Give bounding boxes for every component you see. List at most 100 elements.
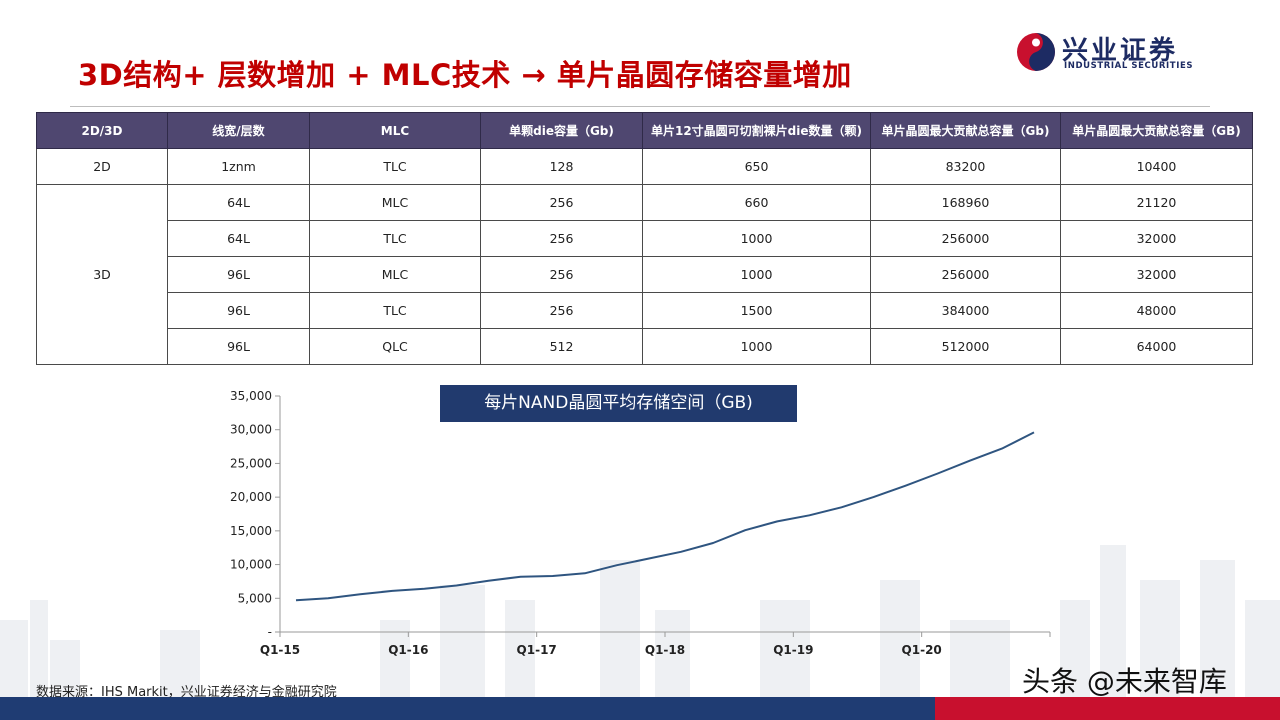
data-point	[969, 460, 971, 462]
table-cell: 48000	[1060, 292, 1253, 329]
storage-line-chart: - 5,000 10,000 15,000 20,000 25,000 30,000 35,0…	[230, 389, 1051, 657]
data-point	[840, 506, 842, 508]
table-row: 96L QLC 512 1000 512000 64000	[37, 328, 1253, 365]
data-point	[359, 593, 361, 595]
table-cell: 1000	[642, 328, 871, 365]
table-row: 3D 64L MLC 256 660 168960 21120	[36, 184, 1253, 365]
table-cell: 1000	[642, 220, 871, 257]
logo-english: INDUSTRIAL SECURITIES	[1064, 61, 1194, 71]
data-point	[680, 551, 682, 553]
table-cell: 32000	[1060, 256, 1253, 293]
table-cell: 1znm	[167, 148, 310, 185]
chart-title: 每片NAND晶圆平均存储空间（GB)	[440, 385, 797, 422]
table-cell: 64000	[1060, 328, 1253, 365]
y-tick-label: -	[268, 625, 272, 639]
data-point	[808, 514, 810, 516]
y-tick-label: 35,000	[230, 389, 272, 403]
y-tick-label: 20,000	[230, 490, 272, 504]
x-tick-label: Q1-15	[260, 643, 300, 657]
table-cell: 256	[480, 220, 643, 257]
table-cell: 32000	[1060, 220, 1253, 257]
data-source-note: 数据来源：IHS Markit，兴业证券经济与金融研究院	[36, 685, 337, 700]
y-tick-label: 5,000	[238, 591, 272, 605]
y-tick-label: 15,000	[230, 524, 272, 538]
table-cell: 21120	[1060, 184, 1253, 221]
table-row: 96L MLC 256 1000 256000 32000	[37, 256, 1253, 293]
nand-spec-table: 2D/3D 线宽/层数 MLC 单颗die容量（Gb) 单片12寸晶圆可切割裸片…	[36, 112, 1253, 365]
table-cell: 256000	[870, 256, 1061, 293]
x-tick-label: Q1-20	[902, 643, 942, 657]
table-cell-group: 3D	[36, 184, 168, 365]
table-cell: MLC	[309, 256, 481, 293]
y-tick-label: 30,000	[230, 423, 272, 437]
table-cell: 1000	[642, 256, 871, 293]
data-point	[937, 473, 939, 475]
table-cell: TLC	[309, 292, 481, 329]
table-cell: 96L	[167, 256, 310, 293]
data-point	[648, 558, 650, 560]
table-cell: 384000	[870, 292, 1061, 329]
footer-bar-red	[935, 697, 1280, 720]
table-cell: 256	[480, 184, 643, 221]
page-title: 3D结构+ 层数增加 + MLC技术 → 单片晶圆存储容量增加	[78, 58, 852, 92]
x-tick-label: Q1-16	[388, 643, 428, 657]
data-point	[776, 520, 778, 522]
table-cell: 2D	[36, 148, 168, 185]
table-cell: 1500	[642, 292, 871, 329]
data-point	[584, 572, 586, 574]
table-row: 2D 1znm TLC 128 650 83200 10400	[36, 148, 1253, 185]
table-cell: 256	[480, 292, 643, 329]
title-divider	[70, 106, 1210, 107]
data-point	[1033, 431, 1035, 433]
data-point	[423, 588, 425, 590]
data-point	[744, 529, 746, 531]
col-header: 2D/3D	[36, 112, 168, 149]
table-cell: 64L	[167, 184, 310, 221]
table-cell: 64L	[167, 220, 310, 257]
table-cell: 512	[480, 328, 643, 365]
table-cell: 10400	[1060, 148, 1253, 185]
table-cell: 96L	[167, 328, 310, 365]
table-cell: 650	[642, 148, 871, 185]
data-point	[295, 599, 297, 601]
table-row: 96L TLC 256 1500 384000 48000	[37, 292, 1253, 329]
table-cell: 96L	[167, 292, 310, 329]
table-cell: TLC	[309, 220, 481, 257]
data-point	[327, 597, 329, 599]
data-point	[905, 485, 907, 487]
series-line	[295, 431, 1035, 602]
table-cell: 256	[480, 256, 643, 293]
col-header: MLC	[309, 112, 481, 149]
data-point	[873, 496, 875, 498]
data-point	[552, 575, 554, 577]
x-tick-label: Q1-17	[517, 643, 557, 657]
watermark: 头条 @未来智库	[1022, 665, 1227, 698]
col-header: 单片晶圆最大贡献总容量（Gb)	[870, 112, 1061, 149]
table-cell: 128	[480, 148, 643, 185]
table-cell: 660	[642, 184, 871, 221]
data-point	[1001, 448, 1003, 450]
table-cell: MLC	[309, 184, 481, 221]
table-cell: 83200	[870, 148, 1061, 185]
y-tick-label: 10,000	[230, 558, 272, 572]
col-header: 单片晶圆最大贡献总容量（GB)	[1060, 112, 1253, 149]
data-point	[455, 584, 457, 586]
table-cell: 512000	[870, 328, 1061, 365]
x-tick-label: Q1-19	[773, 643, 813, 657]
col-header: 单片12寸晶圆可切割裸片die数量（颗)	[642, 112, 871, 149]
logo-name: 兴业证券	[1062, 36, 1179, 66]
col-header: 线宽/层数	[167, 112, 310, 149]
data-point	[520, 576, 522, 578]
data-point	[488, 580, 490, 582]
table-cell: 256000	[870, 220, 1061, 257]
table-header-row: 2D/3D 线宽/层数 MLC 单颗die容量（Gb) 单片12寸晶圆可切割裸片…	[36, 112, 1253, 149]
data-point	[712, 542, 714, 544]
data-point	[391, 590, 393, 592]
table-cell: QLC	[309, 328, 481, 365]
table-cell: 168960	[870, 184, 1061, 221]
table-row: 64L TLC 256 1000 256000 32000	[37, 220, 1253, 257]
footer-bar-blue	[0, 697, 935, 720]
table-cell: TLC	[309, 148, 481, 185]
data-point	[616, 564, 618, 566]
